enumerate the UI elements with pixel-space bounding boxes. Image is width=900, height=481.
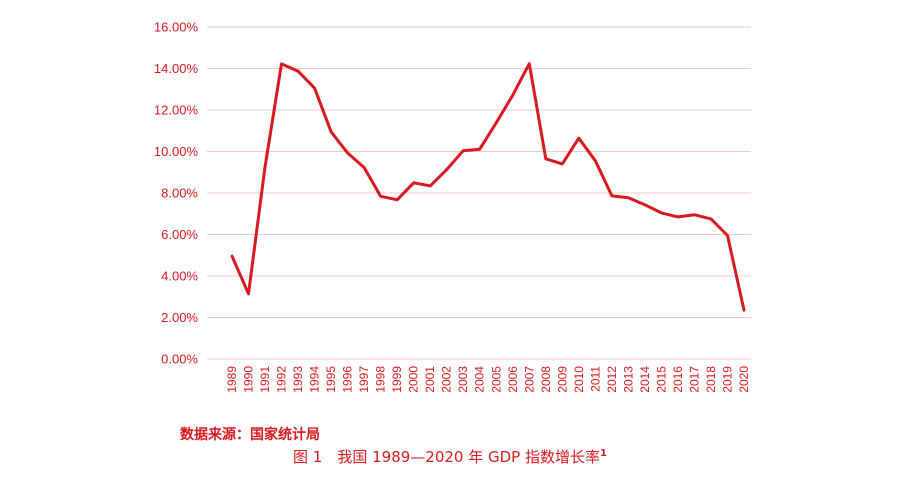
y-tick-label: 4.00% [161, 269, 198, 284]
x-tick-label: 2005 [489, 366, 503, 393]
x-tick-label: 2018 [704, 366, 718, 393]
x-tick-label: 2006 [506, 366, 520, 393]
series-line [230, 62, 746, 312]
y-tick-label: 16.00% [154, 20, 199, 35]
x-tick-label: 2016 [671, 366, 685, 393]
x-tick-label: 2012 [605, 366, 619, 393]
x-tick-label: 1995 [324, 366, 338, 393]
caption-footnote-mark: 1 [599, 448, 607, 459]
x-tick-label: 1994 [308, 366, 322, 393]
x-tick-label: 2020 [737, 366, 751, 393]
caption-text: 图 1 我国 1989—2020 年 GDP 指数增长率 [293, 448, 600, 466]
x-tick-label: 2019 [720, 366, 734, 393]
y-tick-label: 12.00% [154, 103, 199, 118]
x-tick-label: 2001 [423, 366, 437, 393]
x-tick-label: 2000 [407, 366, 421, 393]
y-tick-label: 8.00% [161, 186, 198, 201]
y-tick-label: 14.00% [154, 61, 199, 76]
x-tick-label: 2004 [473, 366, 487, 393]
x-tick-label: 2007 [522, 366, 536, 393]
x-tick-label: 1993 [291, 366, 305, 393]
x-tick-label: 1996 [341, 366, 355, 393]
x-tick-label: 2009 [555, 366, 569, 393]
x-tick-label: 2002 [440, 366, 454, 393]
x-tick-label: 2011 [588, 366, 602, 392]
x-tick-label: 2008 [539, 366, 553, 393]
x-tick-label: 1991 [258, 366, 272, 393]
figure-caption: 图 1 我国 1989—2020 年 GDP 指数增长率1 [0, 446, 900, 467]
x-tick-label: 2015 [654, 366, 668, 393]
data-source-label: 数据来源：国家统计局 [180, 427, 320, 443]
x-tick-label: 1998 [374, 366, 388, 393]
x-tick-label: 2017 [687, 366, 701, 393]
x-tick-label: 1999 [390, 366, 404, 393]
x-tick-label: 2014 [638, 366, 652, 393]
x-tick-label: 1992 [275, 366, 289, 393]
y-tick-label: 2.00% [161, 310, 198, 325]
x-tick-label: 1989 [225, 366, 239, 393]
x-tick-label: 1990 [242, 366, 256, 393]
x-tick-label: 2013 [621, 366, 635, 393]
y-tick-label: 0.00% [161, 352, 198, 367]
y-tick-label: 6.00% [161, 227, 198, 242]
x-tick-label: 2003 [456, 366, 470, 393]
y-tick-label: 10.00% [154, 144, 199, 159]
x-tick-label: 1997 [357, 366, 371, 393]
x-tick-label: 2010 [572, 366, 586, 393]
